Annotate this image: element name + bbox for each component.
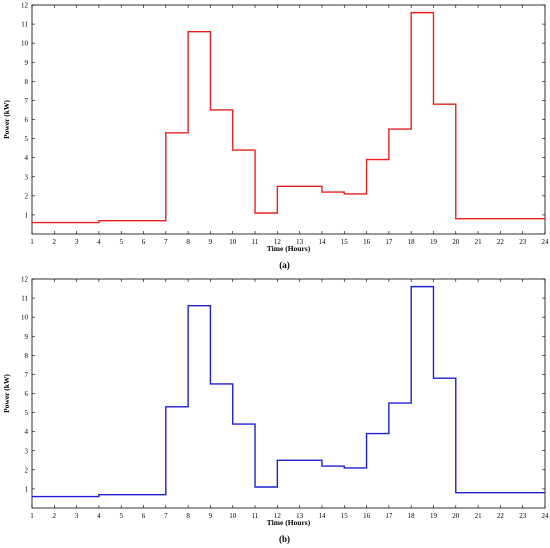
x-tick-label: 12 bbox=[274, 238, 282, 246]
x-tick-label: 17 bbox=[385, 512, 393, 520]
x-tick-label: 23 bbox=[519, 512, 527, 520]
x-tick-label: 17 bbox=[385, 238, 393, 246]
x-tick-label: 5 bbox=[119, 238, 123, 246]
y-tick-label: 8 bbox=[25, 352, 29, 360]
y-tick-label: 5 bbox=[25, 409, 29, 417]
x-tick-label: 20 bbox=[452, 238, 460, 246]
x-tick-label: 2 bbox=[53, 238, 57, 246]
x-tick-label: 21 bbox=[475, 512, 483, 520]
x-tick-label: 7 bbox=[164, 512, 168, 520]
y-tick-label: 7 bbox=[25, 97, 29, 105]
x-tick-label: 4 bbox=[97, 238, 101, 246]
x-tick-label: 12 bbox=[274, 512, 282, 520]
x-tick-label: 19 bbox=[430, 512, 438, 520]
x-tick-label: 21 bbox=[475, 238, 483, 246]
panel-label: (a) bbox=[279, 260, 290, 270]
y-tick-label: 12 bbox=[21, 276, 29, 284]
power-step-line bbox=[32, 11, 545, 224]
chart-panel-b: 1 2 3 4 5 6 7 8 9 10 11 12 13 14 15 16 17 18 19 20 21 22 23 241… bbox=[2, 276, 549, 545]
x-tick-label: 10 bbox=[229, 512, 237, 520]
x-tick-label: 18 bbox=[408, 238, 416, 246]
x-tick-label: 14 bbox=[318, 238, 326, 246]
x-tick-label: 13 bbox=[296, 512, 304, 520]
y-tick-label: 2 bbox=[25, 466, 29, 474]
x-tick-label: 11 bbox=[252, 238, 259, 246]
x-tick-label: 19 bbox=[430, 238, 438, 246]
x-tick-label: 9 bbox=[209, 238, 213, 246]
x-tick-label: 15 bbox=[341, 512, 349, 520]
x-tick-label: 16 bbox=[363, 512, 371, 520]
y-tick-label: 2 bbox=[25, 192, 29, 200]
y-tick-label: 4 bbox=[25, 154, 29, 162]
x-axis-label: Time (Hours) bbox=[267, 518, 311, 527]
x-tick-label: 10 bbox=[229, 238, 237, 246]
x-tick-label: 13 bbox=[296, 238, 304, 246]
plot-frame bbox=[31, 278, 546, 509]
y-tick-label: 3 bbox=[25, 447, 29, 455]
y-tick-label: 11 bbox=[21, 295, 28, 303]
x-tick-label: 4 bbox=[97, 512, 101, 520]
y-tick-label: 1 bbox=[25, 485, 29, 493]
panel-label: (b) bbox=[279, 534, 290, 544]
x-axis-label: Time (Hours) bbox=[267, 244, 311, 253]
y-tick-label: 4 bbox=[25, 428, 29, 436]
x-tick-label: 7 bbox=[164, 238, 168, 246]
chart-panel-a: 1 2 3 4 5 6 7 8 9 10 11 12 13 14 15 16 17 18 19 20 21 22 23 241… bbox=[2, 2, 549, 271]
x-tick-label: 9 bbox=[209, 512, 213, 520]
y-tick-label: 5 bbox=[25, 135, 29, 143]
y-tick-label: 11 bbox=[21, 21, 28, 29]
x-tick-label: 22 bbox=[497, 238, 505, 246]
x-tick-label: 1 bbox=[30, 512, 34, 520]
y-tick-label: 7 bbox=[25, 371, 29, 379]
x-tick-label: 18 bbox=[408, 512, 416, 520]
y-tick-label: 6 bbox=[25, 390, 29, 398]
x-tick-label: 24 bbox=[542, 238, 550, 246]
x-tick-label: 6 bbox=[142, 512, 146, 520]
x-tick-label: 8 bbox=[186, 512, 190, 520]
y-tick-label: 10 bbox=[21, 314, 29, 322]
plot-frame bbox=[31, 4, 546, 235]
y-tick-label: 8 bbox=[25, 78, 29, 86]
y-tick-label: 9 bbox=[25, 333, 29, 341]
y-tick-label: 1 bbox=[25, 211, 29, 219]
x-tick-label: 5 bbox=[119, 512, 123, 520]
x-tick-label: 6 bbox=[142, 238, 146, 246]
x-tick-label: 20 bbox=[452, 512, 460, 520]
x-tick-label: 2 bbox=[53, 512, 57, 520]
y-tick-label: 3 bbox=[25, 173, 29, 181]
x-tick-label: 14 bbox=[318, 512, 326, 520]
x-tick-label: 3 bbox=[75, 238, 79, 246]
x-tick-label: 11 bbox=[252, 512, 259, 520]
x-tick-label: 15 bbox=[341, 238, 349, 246]
x-tick-label: 16 bbox=[363, 238, 371, 246]
y-tick-label: 6 bbox=[25, 116, 29, 124]
y-tick-label: 9 bbox=[25, 59, 29, 67]
power-step-line bbox=[32, 285, 545, 498]
x-tick-label: 24 bbox=[542, 512, 550, 520]
y-axis-label: Power (kW) bbox=[2, 100, 11, 139]
x-tick-label: 22 bbox=[497, 512, 505, 520]
y-axis-label: Power (kW) bbox=[2, 374, 11, 413]
x-tick-label: 8 bbox=[186, 238, 190, 246]
x-tick-label: 1 bbox=[30, 238, 34, 246]
x-tick-label: 3 bbox=[75, 512, 79, 520]
y-tick-label: 10 bbox=[21, 40, 29, 48]
y-tick-label: 12 bbox=[21, 2, 29, 10]
x-tick-label: 23 bbox=[519, 238, 527, 246]
